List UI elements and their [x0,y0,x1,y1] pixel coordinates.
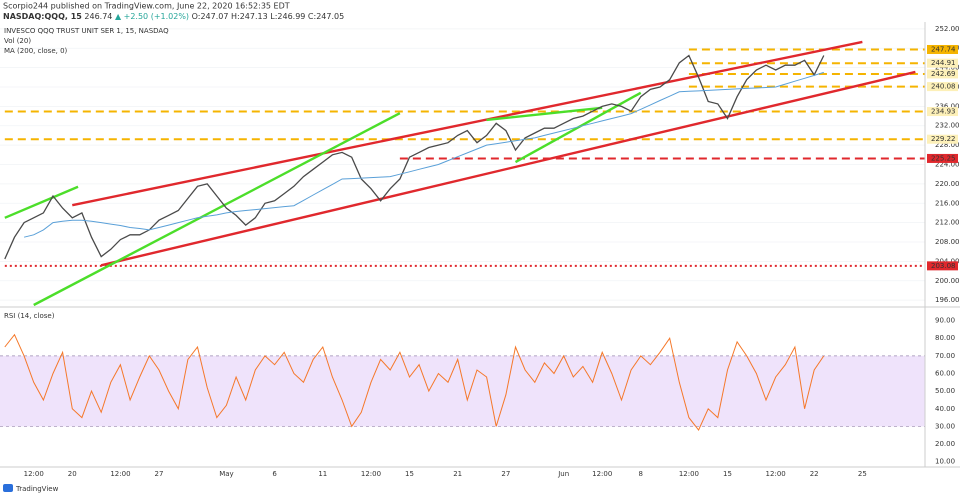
y-tick-label: 80.00 [935,334,955,342]
level-label: 229.22 [931,135,956,143]
x-tick-label: 22 [810,470,819,478]
x-tick-label: May [219,470,233,478]
legend-main: INVESCO QQQ TRUST UNIT SER 1, 15, NASDAQ [4,27,169,35]
legend-vol: Vol (20) [4,37,31,45]
level-label: 244.91 [931,59,956,67]
series-line [4,333,825,431]
y-tick-label: 20.00 [935,440,955,448]
legend-rsi: RSI (14, close) [4,312,55,320]
legend-ma: MA (200, close, 0) [4,47,68,55]
x-tick-label: 27 [155,470,164,478]
y-tick-label: 220.00 [935,180,960,188]
level-box [927,44,958,54]
trend-line [72,40,863,207]
price: 246.74 [84,12,112,21]
x-tick-label: Jun [557,470,569,478]
rsi-band [0,355,925,427]
x-tick-label: 12:00 [592,470,612,478]
level-label: 203.08 [931,262,956,270]
y-tick-label: 40.00 [935,405,955,413]
x-tick-label: 12:00 [766,470,786,478]
y-tick-label: 236.00 [935,102,960,110]
level-box [927,58,958,68]
symbol: NASDAQ:QQQ, 15 [3,12,82,21]
y-tick-label: 232.00 [935,122,960,130]
symbol-line: NASDAQ:QQQ, 15 246.74 ▲ +2.50 (+1.02%) O… [3,12,344,21]
plot: 196.00200.00204.00208.00212.00216.00220.… [0,25,960,478]
x-tick-label: 15 [405,470,414,478]
x-tick-label: 8 [639,470,643,478]
x-tick-label: 11 [318,470,327,478]
level-box [927,134,958,144]
level-box [927,153,958,163]
change: ▲ +2.50 (+1.02%) [115,12,189,21]
x-tick-label: 21 [453,470,462,478]
x-tick-label: 20 [68,470,77,478]
y-tick-label: 208.00 [935,238,960,246]
y-tick-label: 224.00 [935,161,960,169]
publisher: Scorpio244 published on TradingView.com,… [3,2,290,11]
x-tick-label: 12:00 [361,470,381,478]
series-line [23,71,824,238]
y-tick-label: 196.00 [935,296,960,304]
x-tick-label: 12:00 [110,470,130,478]
trend-line [486,106,603,122]
level-label: 247.74 [931,45,956,53]
y-tick-label: 70.00 [935,352,955,360]
level-box [927,69,958,79]
x-tick-label: 6 [272,470,277,478]
y-tick-label: 216.00 [935,199,960,207]
x-tick-label: 15 [723,470,732,478]
level-label: 242.69 [931,70,956,78]
trend-line [100,70,916,267]
level-label: 225.25 [931,154,956,162]
level-box [927,82,958,92]
trend-line [4,185,79,219]
x-tick-label: 27 [501,470,510,478]
level-label: 240.08 [931,83,956,91]
y-tick-label: 228.00 [935,141,960,149]
x-tick-label: 12:00 [24,470,44,478]
y-tick-label: 30.00 [935,422,955,430]
y-tick-label: 200.00 [935,277,960,285]
trend-line [33,112,401,307]
y-tick-label: 212.00 [935,219,960,227]
logo [3,484,13,492]
y-tick-label: 50.00 [935,387,955,395]
x-tick-label: 12:00 [679,470,699,478]
y-tick-label: 10.00 [935,458,955,466]
ohlc: O:247.07 H:247.13 L:246.99 C:247.05 [192,12,345,21]
y-tick-label: 252.00 [935,25,960,33]
y-tick-label: 60.00 [935,370,955,378]
y-tick-label: 90.00 [935,317,955,325]
level-box [927,261,958,271]
level-box [927,107,958,117]
level-label: 234.93 [931,108,956,116]
footer: TradingView [15,485,59,493]
series-line [4,54,825,260]
x-tick-label: 25 [858,470,867,478]
